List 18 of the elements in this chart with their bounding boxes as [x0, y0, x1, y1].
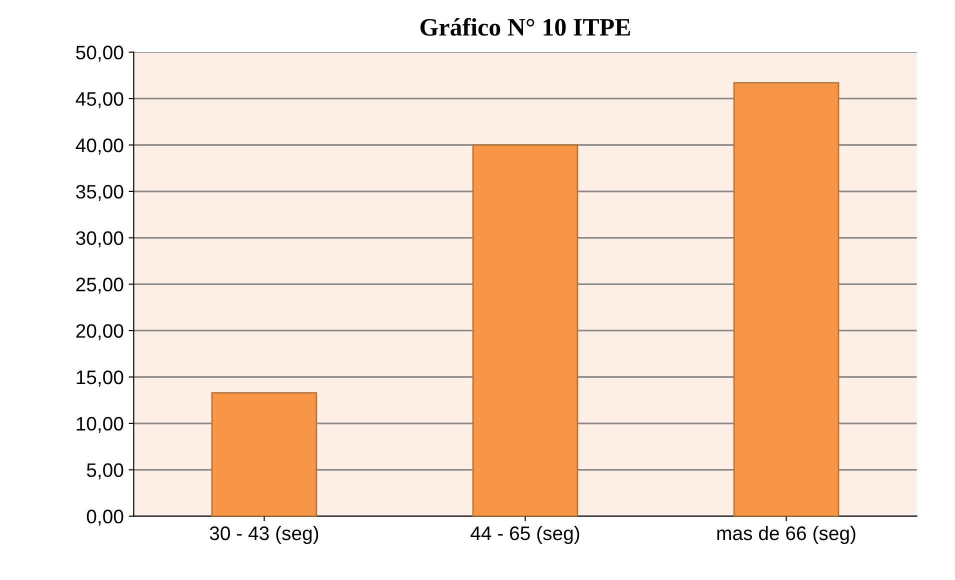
y-tick-label: 45,00	[76, 92, 124, 108]
bar	[211, 392, 318, 516]
y-tick-label: 30,00	[76, 231, 124, 248]
chart-title: Gráfico N° 10 ITPE	[420, 18, 630, 36]
y-tick-label: 15,00	[76, 370, 124, 387]
x-tick-label: 30 - 43 (seg)	[210, 526, 318, 544]
y-tick-label: 5,00	[86, 463, 124, 480]
y-tick-label: 10,00	[76, 416, 124, 433]
y-tick-label: 20,00	[76, 324, 124, 340]
y-tick-label: 25,00	[76, 278, 124, 294]
y-tick-label: 40,00	[76, 138, 124, 155]
bar	[472, 144, 578, 516]
x-tick-label: 44 - 65 (seg)	[470, 526, 580, 544]
x-tick-label: mas de 66 (seg)	[717, 526, 856, 544]
y-tick-label: 35,00	[76, 184, 124, 201]
y-tick-label: 50,00	[76, 46, 124, 62]
y-tick-label: 0,00	[86, 510, 124, 526]
bar	[733, 82, 840, 516]
